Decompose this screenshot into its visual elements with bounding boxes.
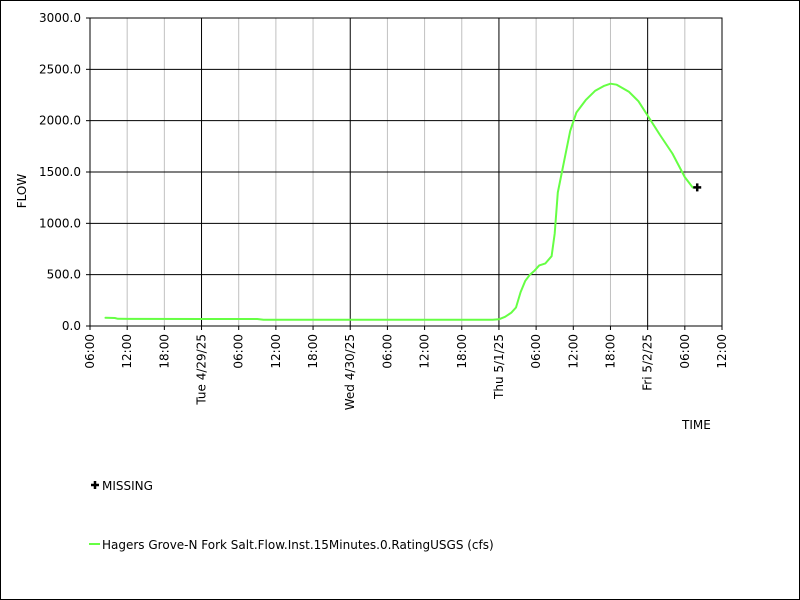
x-tick-label: 18:00 (157, 334, 171, 369)
x-tick-label: 12:00 (715, 334, 729, 369)
y-tick-label: 0.0 (62, 319, 81, 333)
y-axis-label: FLOW (15, 174, 29, 209)
x-tick-label: 06:00 (232, 334, 246, 369)
missing-marker-symbol (91, 481, 99, 489)
x-tick-label: 18:00 (455, 334, 469, 369)
x-tick-label: Wed 4/30/25 (343, 334, 357, 410)
y-tick-label: 3000.0 (39, 11, 81, 25)
x-tick-label: Thu 5/1/25 (492, 334, 506, 400)
legend: MISSING Hagers Grove-N Fork Salt.Flow.In… (89, 479, 494, 552)
x-axis-label: TIME (681, 418, 711, 432)
legend-label-missing: MISSING (102, 479, 153, 493)
y-tick-label: 1000.0 (39, 216, 81, 230)
legend-item-series: Hagers Grove-N Fork Salt.Flow.Inst.15Min… (89, 538, 494, 552)
x-tick-label: 18:00 (306, 334, 320, 369)
y-tick-label: 2000.0 (39, 114, 81, 128)
series-line-0 (104, 82, 694, 321)
x-tick-label: 06:00 (380, 334, 394, 369)
x-tick-label: 12:00 (269, 334, 283, 369)
y-tick-label: 1500.0 (39, 165, 81, 179)
y-tick-label: 2500.0 (39, 62, 81, 76)
x-tick-label: Tue 4/29/25 (195, 334, 209, 406)
x-tick-label: 12:00 (120, 334, 134, 369)
y-tick-label: 500.0 (47, 268, 81, 282)
x-axis: 06:00 12:00 18:00 Tue 4/29/25 06:00 12:00 18:0… (83, 326, 729, 410)
missing-marker (693, 183, 702, 192)
missing-markers (693, 183, 702, 192)
x-tick-label: 06:00 (83, 334, 97, 369)
x-tick-label: Fri 5/2/25 (641, 334, 655, 391)
x-tick-label: 06:00 (529, 334, 543, 369)
x-tick-label: 06:00 (678, 334, 692, 369)
missing-marker-icon (91, 481, 99, 489)
x-tick-label: 12:00 (418, 334, 432, 369)
legend-item-missing: MISSING (91, 479, 153, 493)
x-tick-label: 12:00 (566, 334, 580, 369)
major-gridlines (90, 18, 722, 326)
y-axis: 0.0 500.0 1000.0 1500.0 2000.0 2500.0 3000.0 (39, 11, 90, 333)
series-layer (104, 82, 694, 321)
x-tick-label: 18:00 (603, 334, 617, 369)
legend-label-series: Hagers Grove-N Fork Salt.Flow.Inst.15Min… (102, 538, 494, 552)
